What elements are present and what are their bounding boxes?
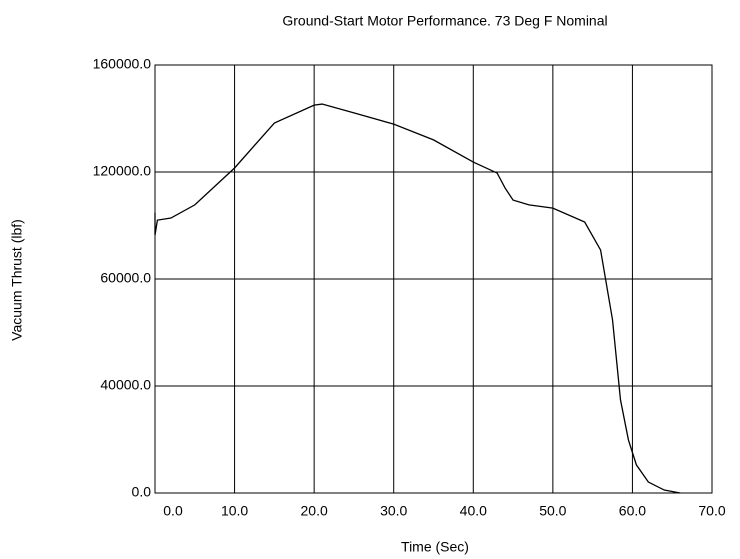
x-tick-label: 40.0 [460,503,487,519]
y-tick-label: 0.0 [132,484,152,500]
x-tick-label: 60.0 [619,503,646,519]
y-tick-label: 120000.0 [93,163,152,179]
x-tick-label: 30.0 [380,503,407,519]
chart-title: Ground-Start Motor Performance. 73 Deg F… [282,13,607,29]
x-tick-label: 10.0 [221,503,248,519]
x-tick-label: 20.0 [301,503,328,519]
y-tick-label: 60000.0 [100,270,151,286]
x-tick-label: 0.0 [163,503,183,519]
y-axis-label: Vacuum Thrust (lbf) [9,219,25,341]
y-tick-label: 40000.0 [100,377,151,393]
x-tick-label: 50.0 [539,503,566,519]
x-tick-label: 70.0 [698,503,725,519]
data-line [154,103,681,494]
y-tick-label: 160000.0 [93,56,152,72]
x-axis-label: Time (Sec) [401,539,469,555]
